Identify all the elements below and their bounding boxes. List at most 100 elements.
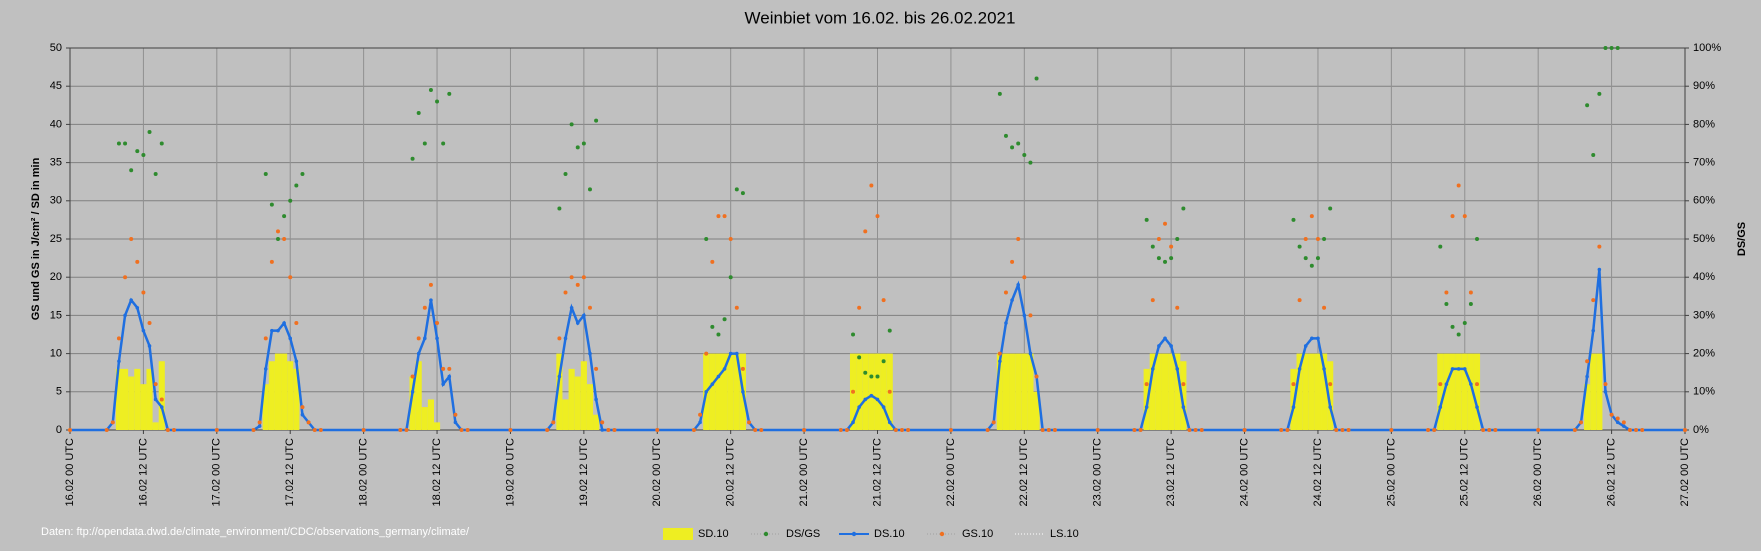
line-point	[1157, 344, 1161, 348]
data-point	[1193, 428, 1198, 432]
data-point	[1640, 428, 1645, 432]
legend-label: SD.10	[698, 528, 729, 540]
sd-bar	[1033, 391, 1040, 430]
line-point	[1622, 424, 1626, 428]
data-point	[704, 237, 709, 241]
data-point	[251, 428, 256, 432]
sd-bar	[996, 353, 1003, 430]
data-point	[838, 428, 843, 432]
data-point	[1242, 428, 1247, 432]
data-point	[1028, 160, 1033, 165]
y2-tick-label: 20%	[1693, 348, 1715, 360]
line-point	[1591, 328, 1596, 333]
data-point	[1163, 259, 1168, 264]
data-point	[1285, 428, 1290, 432]
line-point	[435, 336, 439, 341]
x-tick-label: 22.02 00 UTC	[945, 438, 957, 507]
sd-bar	[1308, 353, 1315, 430]
sd-bar	[1455, 353, 1462, 430]
data-point	[1432, 428, 1437, 432]
x-tick-label: 26.02 00 UTC	[1532, 438, 1544, 507]
line-point	[153, 397, 158, 402]
line-point	[447, 374, 452, 379]
data-point	[1475, 237, 1480, 241]
data-point	[428, 88, 433, 93]
sd-bar	[1009, 353, 1016, 430]
data-point	[447, 366, 452, 371]
data-point	[257, 420, 262, 425]
data-point	[759, 428, 764, 432]
data-point	[1346, 428, 1351, 432]
line-point	[135, 305, 140, 310]
data-point	[1028, 313, 1033, 318]
sd-bar	[1155, 353, 1162, 430]
data-point	[1462, 321, 1467, 326]
line-point	[698, 420, 702, 425]
data-point	[1591, 152, 1596, 157]
sd-bar	[262, 384, 269, 430]
line-point	[728, 351, 733, 356]
data-point	[728, 237, 733, 241]
sd-bar	[152, 422, 159, 430]
line-point	[282, 321, 286, 325]
data-point	[569, 275, 574, 280]
data-point	[318, 428, 323, 432]
data-point	[1683, 428, 1687, 432]
data-point	[422, 141, 427, 146]
data-point	[1175, 305, 1180, 310]
data-point	[1309, 263, 1314, 268]
data-point	[129, 237, 134, 241]
data-point	[300, 172, 305, 177]
data-point	[1597, 91, 1602, 96]
line-point	[710, 382, 715, 386]
sd-bar	[128, 376, 135, 430]
data-point	[447, 91, 452, 96]
sd-bar	[274, 353, 282, 430]
data-point	[129, 168, 134, 173]
data-point	[1303, 237, 1308, 241]
data-point	[1627, 428, 1632, 432]
data-point	[116, 336, 121, 341]
sd-bar	[733, 353, 740, 430]
data-point	[416, 110, 421, 115]
line-point	[588, 351, 592, 356]
sd-bar	[721, 353, 728, 430]
sd-bar	[568, 368, 575, 430]
data-point	[141, 152, 146, 157]
data-point	[135, 259, 140, 264]
data-point	[587, 187, 592, 192]
y-tick-label: 25	[50, 233, 62, 245]
data-point	[551, 420, 556, 425]
data-point	[361, 428, 366, 432]
y-tick-label: 45	[50, 80, 62, 92]
y2-tick-label: 90%	[1693, 80, 1715, 92]
data-point	[1022, 275, 1027, 280]
data-point	[875, 374, 880, 379]
sd-bar	[1015, 353, 1022, 430]
data-point	[691, 428, 696, 432]
line-point	[1597, 267, 1602, 272]
data-point	[263, 336, 268, 341]
data-point	[123, 141, 128, 146]
data-point	[110, 420, 115, 425]
sd-bar	[862, 353, 869, 430]
sd-bar	[1296, 353, 1303, 430]
data-point	[893, 428, 898, 432]
line-point	[741, 390, 745, 394]
data-point	[851, 389, 856, 394]
legend-swatch	[763, 531, 769, 537]
data-point	[1181, 206, 1186, 211]
data-point	[1156, 237, 1161, 241]
sd-bar	[1473, 353, 1481, 430]
x-tick-label: 24.02 00 UTC	[1238, 438, 1250, 507]
y-tick-label: 30	[50, 195, 62, 207]
line-point	[869, 393, 874, 398]
line-point	[600, 428, 605, 432]
data-point	[1022, 152, 1027, 157]
data-point	[294, 321, 299, 326]
sd-bar	[593, 414, 600, 430]
data-point	[875, 214, 880, 219]
data-point	[508, 428, 513, 432]
sd-bar	[146, 368, 153, 430]
data-point	[728, 275, 733, 280]
